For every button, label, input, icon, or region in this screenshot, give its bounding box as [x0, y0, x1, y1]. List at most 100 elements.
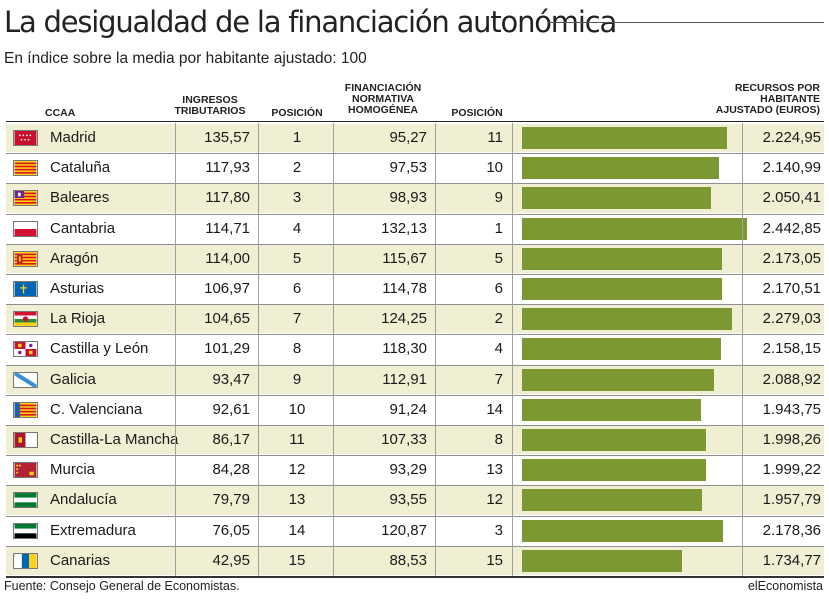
financiacion-value: 115,67 — [382, 249, 427, 267]
ingresos-value: 104,65 — [204, 310, 250, 328]
financiacion-value: 124,25 — [381, 310, 427, 328]
financiacion-value: 97,53 — [389, 159, 427, 177]
row-divider — [6, 455, 824, 457]
region-name: La Rioja — [50, 310, 106, 328]
row-divider — [6, 334, 824, 336]
posicion-1-value: 6 — [292, 280, 302, 297]
row-divider — [6, 425, 824, 426]
header-recursos: RECURSOS POR HABITANTE AJUSTADO (EUROS) — [715, 82, 820, 116]
header-ingresos: INGRESOS TRIBUTARIOS — [174, 94, 246, 117]
column-divider — [258, 123, 259, 576]
recursos-bar — [522, 489, 703, 512]
ingresos-value: 86,17 — [212, 431, 250, 448]
region-name: Extremadura — [50, 521, 136, 539]
ingresos-value: 79,79 — [212, 491, 250, 509]
ingresos-value: 114,00 — [205, 249, 250, 267]
recursos-value: 2.088,92 — [762, 370, 821, 388]
recursos-bar — [522, 308, 732, 331]
table-row — [6, 546, 824, 575]
ingresos-value: 114,71 — [205, 219, 250, 237]
financiacion-value: 98,93 — [389, 189, 427, 207]
header-financiacion: FINANCIACIÓN NORMATIVA HOMOGÉNEA — [344, 82, 422, 116]
financiacion-value: 114,78 — [382, 280, 427, 297]
recursos-bar — [522, 549, 682, 572]
posicion-2-value: 1 — [494, 219, 503, 237]
recursos-value: 2.158,15 — [762, 340, 821, 358]
region-name: Baleares — [50, 189, 110, 207]
region-name: Murcia — [50, 461, 96, 479]
region-name: Cantabria — [50, 219, 116, 237]
recursos-bar — [522, 459, 707, 482]
castilla-la-mancha-flag-icon — [13, 432, 38, 448]
extremadura-flag-icon — [13, 522, 38, 539]
posicion-2-value: 10 — [486, 159, 503, 177]
murcia-flag-icon — [13, 462, 38, 479]
financiacion-value: 112,91 — [382, 370, 427, 388]
posicion-1-value: 9 — [292, 370, 302, 388]
posicion-2-value: 3 — [494, 521, 503, 539]
region-name: Aragón — [50, 249, 99, 267]
financiacion-value: 95,27 — [389, 129, 427, 146]
financiacion-value: 91,24 — [389, 400, 427, 418]
subtitle: En índice sobre la media por habitante a… — [4, 50, 367, 67]
posicion-2-value: 11 — [487, 129, 503, 146]
source-note: Fuente: Consejo General de Economistas. — [4, 579, 240, 593]
row-divider — [6, 485, 824, 487]
galicia-flag-icon — [13, 371, 38, 388]
ingresos-value: 93,47 — [212, 370, 250, 388]
row-divider — [6, 576, 824, 578]
ingresos-value: 42,95 — [212, 551, 250, 569]
aragon-flag-icon — [13, 250, 38, 267]
posicion-1-value: 4 — [292, 219, 302, 237]
recursos-bar — [522, 398, 702, 421]
ingresos-value: 117,93 — [205, 159, 250, 177]
posicion-1-value: 5 — [292, 249, 302, 267]
ingresos-value: 117,80 — [205, 189, 250, 207]
recursos-bar — [522, 368, 715, 391]
posicion-1-value: 14 — [288, 521, 306, 539]
recursos-value: 2.224,95 — [762, 129, 821, 146]
posicion-2-value: 7 — [494, 370, 503, 388]
recursos-value: 2.173,05 — [762, 249, 821, 267]
row-divider — [6, 213, 824, 215]
region-name: Galicia — [50, 370, 96, 388]
recursos-bar — [522, 127, 727, 149]
row-divider — [6, 545, 824, 547]
column-divider — [512, 123, 513, 576]
recursos-value: 2.442,85 — [762, 219, 821, 237]
column-divider — [175, 123, 176, 576]
posicion-2-value: 15 — [486, 551, 503, 569]
recursos-value: 2.279,03 — [762, 310, 821, 328]
posicion-2-value: 9 — [494, 189, 503, 207]
header-posicion-2: POSICIÓN — [451, 107, 503, 119]
recursos-bar — [522, 278, 722, 300]
brand-logo: elEconomista — [747, 579, 823, 593]
valenciana-flag-icon — [13, 401, 38, 418]
posicion-2-value: 13 — [486, 461, 503, 479]
financiacion-value: 93,55 — [389, 491, 427, 509]
ingresos-value: 101,29 — [204, 340, 250, 358]
canarias-flag-icon — [13, 552, 38, 569]
posicion-1-value: 10 — [288, 400, 306, 418]
ingresos-value: 92,61 — [212, 400, 250, 418]
madrid-flag-icon — [13, 130, 38, 146]
row-divider — [6, 183, 824, 185]
financiacion-value: 88,53 — [389, 551, 427, 569]
posicion-2-value: 2 — [494, 310, 503, 328]
posicion-2-value: 6 — [494, 280, 503, 297]
region-name: Madrid — [50, 129, 96, 146]
header-ccaa: CCAA — [45, 107, 76, 119]
row-divider — [6, 515, 824, 517]
posicion-2-value: 8 — [494, 431, 503, 448]
column-divider — [742, 123, 743, 576]
financiacion-value: 132,13 — [381, 219, 427, 237]
cataluna-flag-icon — [13, 160, 38, 177]
title-rule — [548, 22, 824, 23]
column-divider — [435, 123, 436, 576]
ingresos-value: 84,28 — [212, 461, 250, 479]
recursos-bar — [522, 338, 721, 361]
recursos-value: 2.050,41 — [762, 189, 821, 207]
castilla-leon-flag-icon — [13, 341, 38, 358]
recursos-bar — [522, 429, 707, 451]
region-name: Castilla y León — [50, 340, 149, 358]
